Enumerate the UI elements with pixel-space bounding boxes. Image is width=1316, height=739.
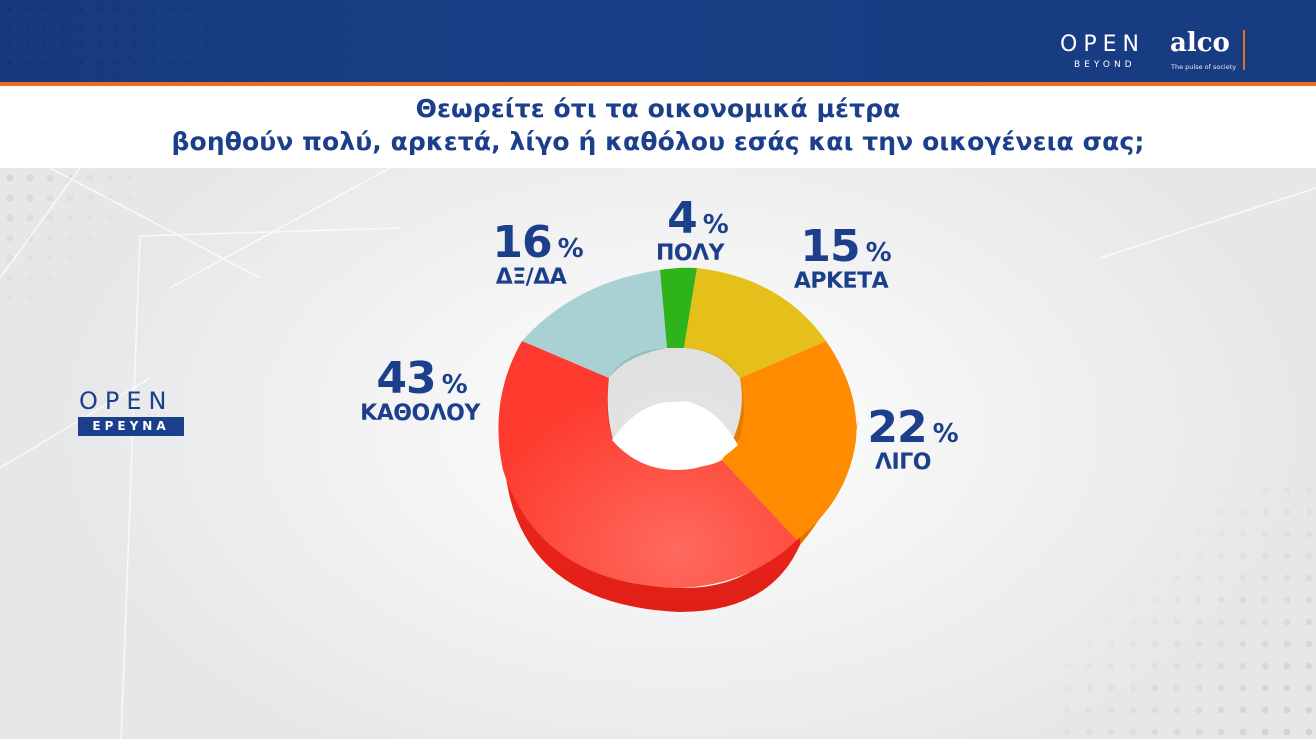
chart-title-line-2: βοηθούν πολύ, αρκετά, λίγο ή καθόλου εσά… bbox=[171, 127, 1145, 156]
title-band bbox=[0, 86, 1316, 168]
slice-dxda bbox=[522, 270, 667, 378]
donut-hole bbox=[612, 401, 738, 470]
label-poly-name: ΠΟΛΥ bbox=[655, 241, 725, 266]
background-line-pattern bbox=[0, 168, 1316, 739]
donut-slices bbox=[498, 267, 857, 588]
open-ereuna-tag: ΕΡΕΥΝΑ bbox=[78, 417, 184, 436]
label-katholou-value: 43 bbox=[376, 353, 436, 404]
label-arketa-name: ΑΡΚΕΤΑ bbox=[793, 269, 889, 294]
label-dxda-value: 16 bbox=[492, 217, 552, 268]
background-dot-pattern-left bbox=[0, 168, 140, 308]
label-arketa-value: 15 bbox=[800, 221, 860, 272]
slice-poly bbox=[660, 267, 697, 348]
label-poly-percent: % bbox=[702, 210, 729, 240]
label-katholou: 43% ΚΑΘΟΛΟΥ bbox=[352, 357, 492, 427]
alco-logo: alco bbox=[1170, 28, 1230, 58]
background-dot-pattern-right bbox=[1056, 479, 1316, 739]
open-beyond-logo: OPEN bbox=[1060, 32, 1145, 57]
label-ligo-value: 22 bbox=[867, 402, 927, 453]
label-ligo-percent: % bbox=[932, 419, 959, 449]
slice-arketa bbox=[684, 268, 826, 378]
label-dxda-name: ΔΞ/ΔΑ bbox=[495, 265, 567, 290]
logo-divider bbox=[1243, 30, 1245, 70]
open-ereuna-logo: OPEN ΕΡΕΥΝΑ bbox=[78, 388, 184, 436]
label-poly-value: 4 bbox=[667, 193, 698, 244]
label-katholou-name: ΚΑΘΟΛΟΥ bbox=[360, 401, 480, 426]
slice-ligo bbox=[722, 341, 857, 540]
header-dot-pattern bbox=[0, 0, 420, 82]
label-ligo: 22% ΛΙΓΟ bbox=[858, 406, 968, 476]
label-dxda-percent: % bbox=[557, 234, 584, 264]
header-bar: OPEN BEYOND alco The pulse of society bbox=[0, 0, 1316, 82]
header-accent-line bbox=[0, 82, 1316, 86]
chart-title: Θεωρείτε ότι τα οικονομικά μέτρα βοηθούν… bbox=[0, 92, 1316, 158]
open-beyond-subtitle: BEYOND bbox=[1074, 60, 1136, 70]
label-poly: 4% ΠΟΛΥ bbox=[648, 197, 748, 267]
chart-stage bbox=[0, 168, 1316, 739]
label-arketa-percent: % bbox=[865, 238, 892, 268]
label-dxda: 16% ΔΞ/ΔΑ bbox=[478, 221, 598, 291]
chart-title-line-1: Θεωρείτε ότι τα οικονομικά μέτρα bbox=[415, 94, 901, 123]
label-ligo-name: ΛΙΓΟ bbox=[875, 450, 931, 475]
label-arketa: 15% ΑΡΚΕΤΑ bbox=[786, 225, 906, 295]
label-katholou-percent: % bbox=[441, 370, 468, 400]
open-ereuna-wordmark: OPEN bbox=[79, 387, 174, 415]
alco-tagline: The pulse of society bbox=[1171, 63, 1237, 71]
